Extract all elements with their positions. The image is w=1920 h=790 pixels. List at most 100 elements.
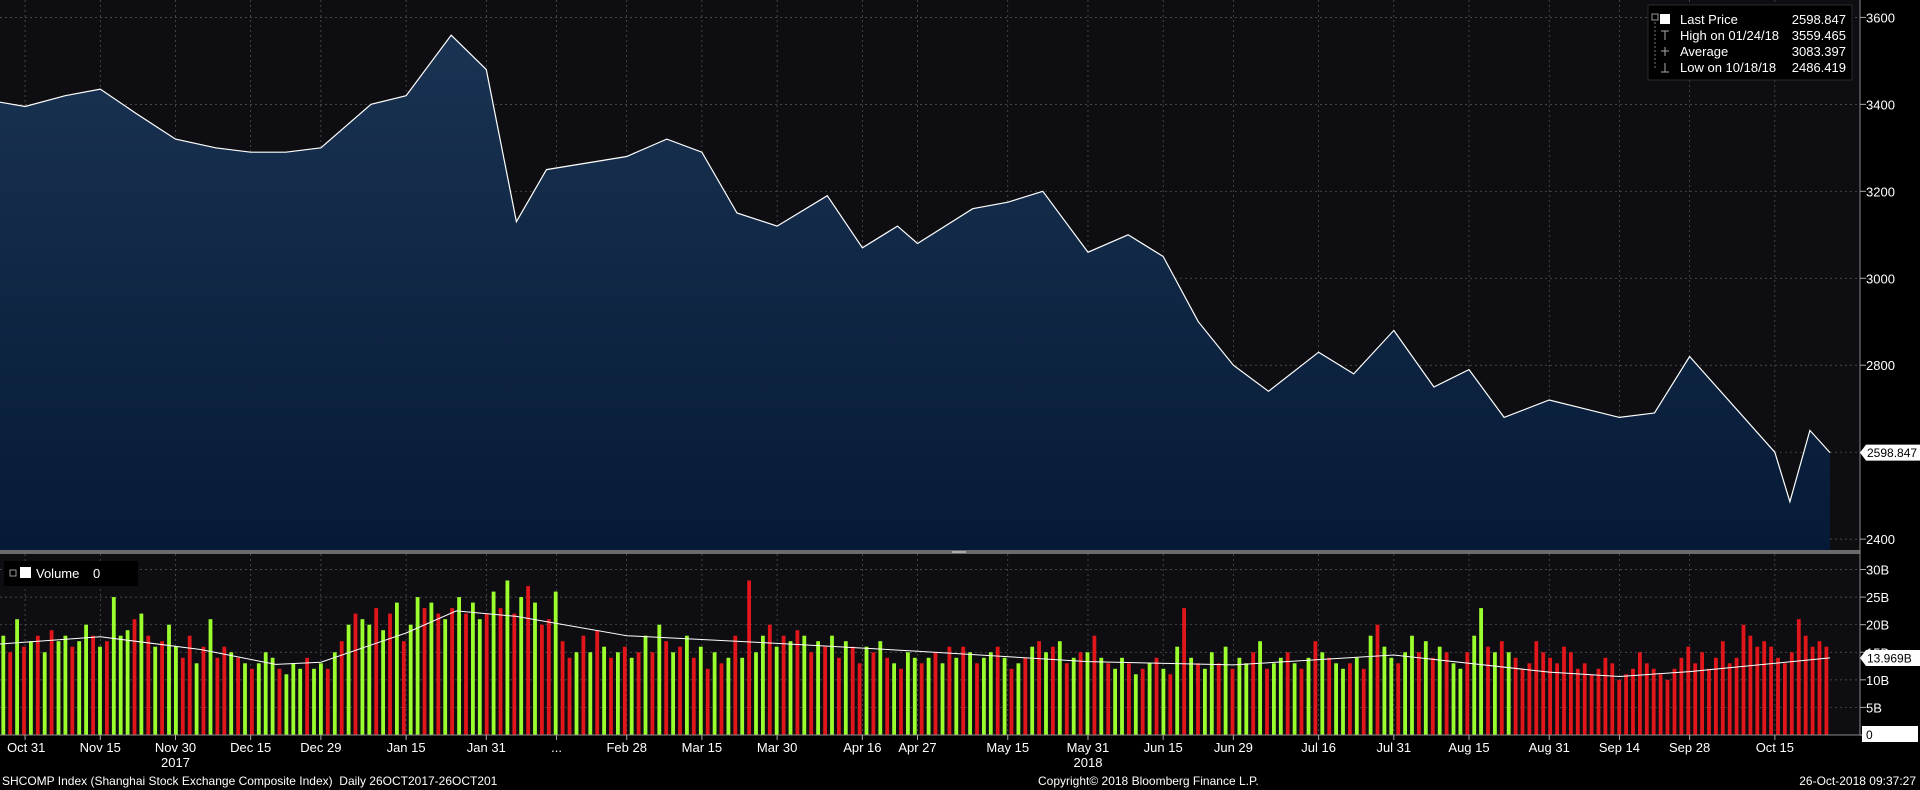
volume-bar bbox=[1368, 635, 1373, 735]
volume-legend-collapse-icon[interactable] bbox=[9, 569, 17, 577]
volume-bar bbox=[491, 591, 496, 735]
volume-bar bbox=[1, 635, 6, 735]
volume-bar bbox=[574, 652, 579, 735]
volume-bar bbox=[1223, 646, 1228, 735]
volume-bar bbox=[1631, 668, 1635, 735]
divider-grip[interactable] bbox=[952, 551, 966, 553]
volume-bar bbox=[933, 652, 938, 735]
volume-bar bbox=[1113, 668, 1117, 735]
volume-bar bbox=[1023, 657, 1028, 735]
volume-bar bbox=[360, 619, 365, 735]
volume-bar bbox=[1147, 663, 1152, 735]
volume-bar bbox=[153, 646, 158, 735]
x-tick-label: Sep 14 bbox=[1599, 740, 1640, 755]
volume-bar bbox=[988, 652, 993, 735]
volume-bar bbox=[1244, 663, 1249, 735]
price-y-tick-label: 3600 bbox=[1866, 10, 1895, 25]
volume-bar bbox=[201, 646, 206, 735]
volume-bar bbox=[1575, 668, 1580, 735]
volume-bar bbox=[305, 657, 309, 735]
volume-bar bbox=[77, 641, 82, 735]
volume-bar bbox=[961, 646, 966, 735]
volume-bar bbox=[256, 663, 261, 735]
volume-bar bbox=[346, 624, 351, 735]
volume-bar bbox=[837, 657, 841, 735]
volume-bar bbox=[1278, 657, 1283, 735]
x-tick-label: Jun 15 bbox=[1144, 740, 1183, 755]
volume-bar bbox=[1513, 657, 1518, 735]
legend-label: High on 01/24/18 bbox=[1680, 28, 1779, 43]
volume-bar bbox=[871, 652, 876, 735]
volume-bar bbox=[1569, 652, 1573, 735]
volume-bar bbox=[823, 646, 827, 735]
volume-bar bbox=[1430, 657, 1435, 735]
volume-bar bbox=[1230, 668, 1235, 735]
volume-bar bbox=[388, 613, 392, 735]
volume-bar bbox=[1092, 635, 1097, 735]
volume-bar bbox=[664, 641, 669, 735]
legend-value: 2598.847 bbox=[1792, 12, 1846, 27]
last-volume-flag-label: 13.969B bbox=[1867, 651, 1912, 665]
volume-bar bbox=[111, 597, 116, 735]
volume-bar bbox=[1817, 641, 1822, 735]
volume-bar bbox=[850, 646, 855, 735]
x-tick-label: Sep 28 bbox=[1669, 740, 1710, 755]
volume-bar bbox=[643, 635, 648, 735]
volume-bar bbox=[1423, 641, 1428, 735]
volume-bar bbox=[795, 630, 800, 735]
volume-bar bbox=[705, 668, 710, 735]
volume-bar bbox=[353, 613, 358, 735]
price-legend-rows: Last Price 2598.847 High on 01/24/18 3559.4… bbox=[1660, 12, 1846, 75]
volume-bar bbox=[194, 663, 199, 735]
x-tick-label: Aug 31 bbox=[1529, 740, 1570, 755]
volume-bar bbox=[471, 602, 475, 735]
volume-bar bbox=[1741, 624, 1746, 735]
volume-bar bbox=[250, 668, 254, 735]
volume-bar bbox=[1348, 663, 1352, 735]
volume-bar bbox=[1555, 663, 1559, 735]
volume-bar bbox=[788, 641, 793, 735]
volume-bar bbox=[1002, 657, 1007, 735]
volume-bar bbox=[878, 641, 883, 735]
volume-bar bbox=[1375, 624, 1380, 735]
volume-bar bbox=[1610, 663, 1615, 735]
volume-bar bbox=[1714, 657, 1718, 735]
volume-bar bbox=[1361, 668, 1366, 735]
volume-bar bbox=[174, 646, 178, 735]
volume-bar bbox=[1803, 635, 1808, 735]
volume-bar bbox=[1734, 657, 1739, 735]
volume-bar bbox=[1458, 668, 1463, 735]
volume-bar bbox=[1672, 668, 1677, 735]
volume-y-tick-label: 10B bbox=[1866, 673, 1889, 688]
x-tick-label: Aug 15 bbox=[1448, 740, 1489, 755]
x-tick-label: Nov 15 bbox=[80, 740, 121, 755]
volume-bar bbox=[1824, 646, 1829, 735]
volume-bar bbox=[1292, 663, 1297, 735]
volume-bar bbox=[1258, 641, 1262, 735]
volume-bar bbox=[1051, 646, 1055, 735]
volume-bar bbox=[1562, 646, 1566, 735]
volume-bar bbox=[1776, 657, 1780, 735]
volume-bar bbox=[581, 635, 586, 735]
volume-bar bbox=[533, 602, 537, 735]
volume-bar bbox=[1127, 663, 1131, 735]
volume-bar bbox=[1769, 646, 1773, 735]
volume-bar bbox=[167, 624, 171, 735]
volume-bar bbox=[1679, 657, 1684, 735]
legend-collapse-icon[interactable] bbox=[1651, 13, 1659, 21]
price-y-tick-label: 3200 bbox=[1866, 184, 1895, 199]
volume-bar bbox=[243, 663, 247, 735]
volume-bar bbox=[1037, 641, 1041, 735]
x-tick-label: Nov 30 bbox=[155, 740, 196, 755]
volume-bar bbox=[1209, 652, 1214, 735]
volume-bar bbox=[270, 657, 275, 735]
volume-bar bbox=[277, 668, 282, 735]
legend-value: 3559.465 bbox=[1792, 28, 1846, 43]
volume-legend: Volume 0 bbox=[4, 561, 138, 586]
x-tick-label: Jan 31 bbox=[467, 740, 506, 755]
volume-bar bbox=[1237, 657, 1242, 735]
volume-bar bbox=[519, 597, 524, 735]
panel-divider[interactable] bbox=[0, 550, 1860, 554]
volume-bar bbox=[1644, 663, 1649, 735]
